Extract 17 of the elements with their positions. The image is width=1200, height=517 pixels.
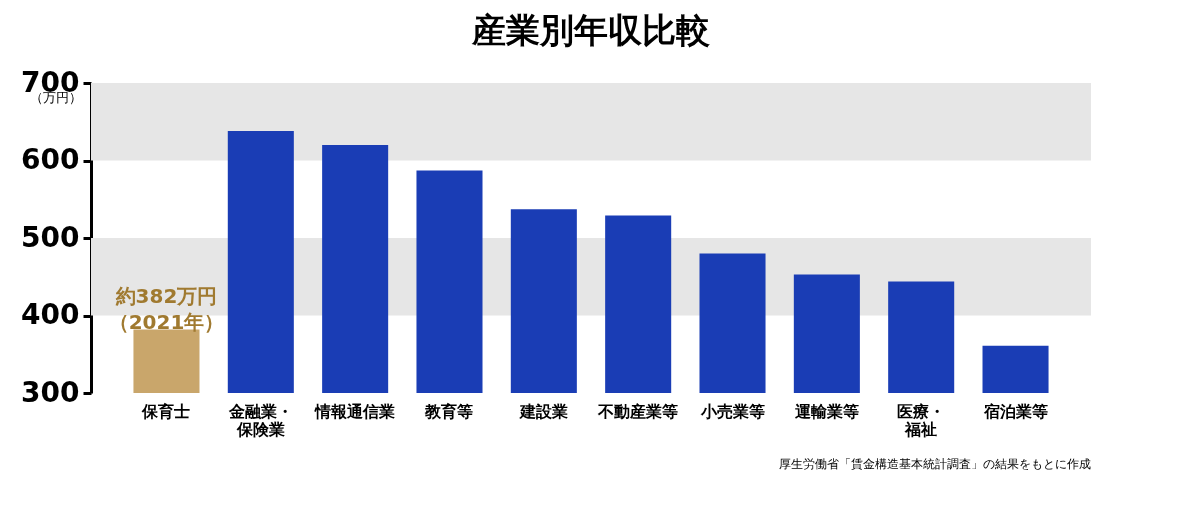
- x-tick-label: 金融業・保険業: [227, 401, 293, 439]
- x-tick-label: 医療・福祉: [897, 401, 946, 439]
- x-tick-label: 情報通信業: [314, 401, 396, 421]
- x-tick-label: 小売業等: [699, 401, 765, 421]
- x-tick-label: 教育等: [424, 401, 474, 421]
- y-tick-label: 600: [21, 143, 80, 176]
- y-tick-label: 400: [21, 298, 80, 331]
- x-tick-label: 建設業: [517, 401, 568, 421]
- y-tick-label: 500: [21, 220, 80, 254]
- annotation: 約382万円（2021年）: [108, 284, 225, 335]
- x-tick-label: 運輸業等: [793, 401, 859, 421]
- text: 厚生労働省「賃金構造基本統計調査」の結果をもとに作成: [779, 457, 1091, 471]
- x-tick-label: 保育士: [141, 401, 191, 421]
- x-tick-label: 不動産業等: [597, 401, 679, 421]
- chart-title: 産業別年収比較: [471, 10, 710, 50]
- y-tick-label: 300: [21, 375, 80, 409]
- x-tick-label: 宿泊業等: [982, 401, 1048, 421]
